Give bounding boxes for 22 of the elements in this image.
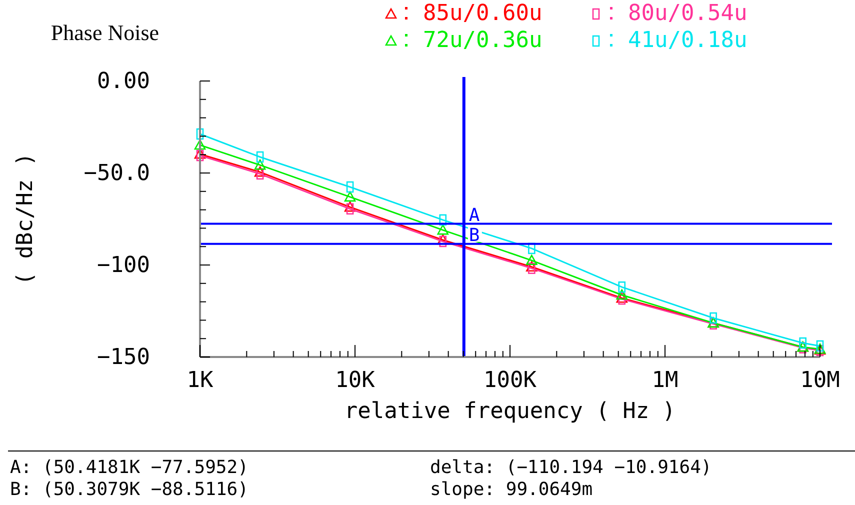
text: A: (50.4181K −77.5952) [10, 457, 248, 478]
legend-label: 80u/0.54u [628, 1, 748, 26]
legend-label: 72u/0.36u [423, 28, 542, 53]
y-tick-label: −50.0 [84, 161, 150, 186]
x-tick-label: 100K [484, 368, 538, 393]
y-axis-title: ( dBc/Hz ) [13, 152, 38, 286]
x-tick-label: 1M [652, 368, 678, 393]
y-tick-label: 0.00 [97, 69, 150, 94]
chart-title: Phase Noise [50, 20, 160, 45]
text: delta: (−110.194 −10.9164) [430, 457, 712, 478]
y-tick-label: −150 [97, 345, 150, 370]
legend-label: 41u/0.18u [628, 28, 748, 53]
text: B: (50.3079K −88.5116) [10, 479, 248, 500]
text: slope: 99.0649m [430, 479, 593, 500]
ref-line-label: A [468, 204, 480, 226]
y-tick-label: −100 [97, 253, 150, 278]
x-tick-label: 10M [800, 368, 840, 393]
ref-line-label: B [468, 224, 480, 246]
legend-label: 85u/0.60u [423, 1, 542, 26]
x-tick-label: 10K [335, 368, 376, 393]
x-tick-label: 1K [186, 368, 214, 393]
x-axis-title: relative frequency ( Hz ) [344, 399, 676, 424]
